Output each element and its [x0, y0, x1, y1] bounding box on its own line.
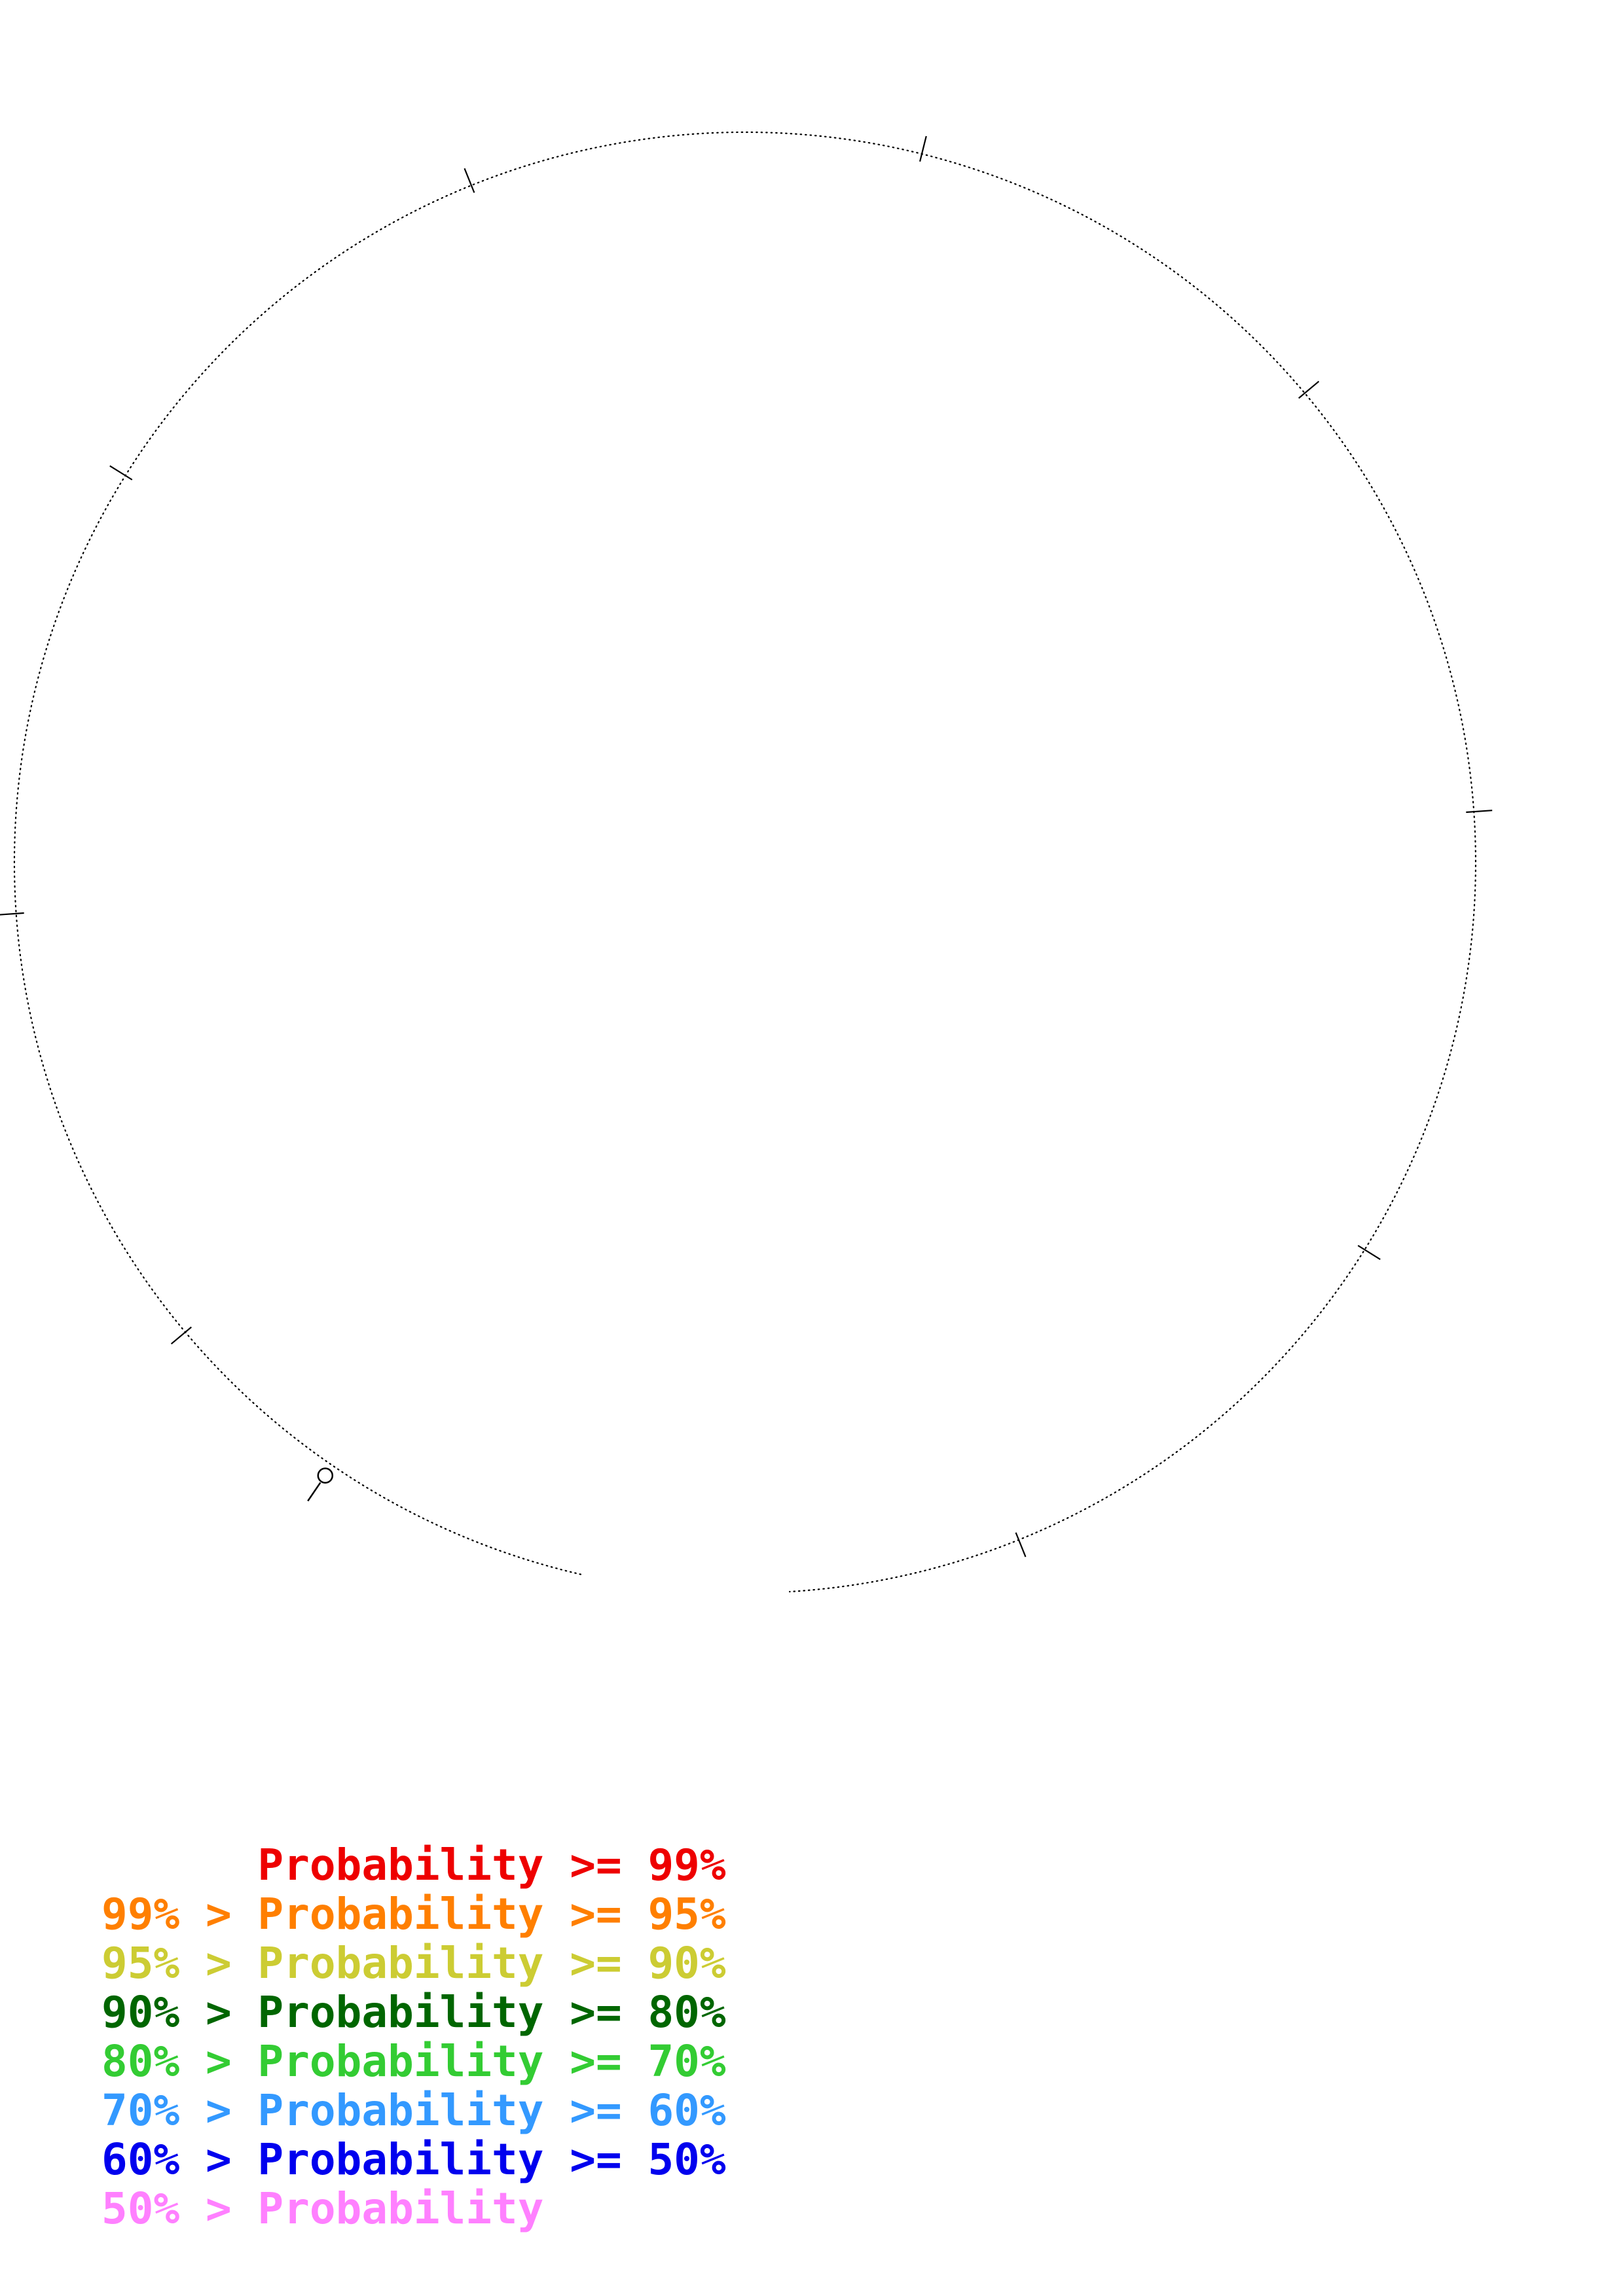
direction-marker-circle: [317, 1467, 334, 1484]
tick-mark: [1015, 1532, 1027, 1558]
tick-mark: [170, 1326, 192, 1345]
tick-mark: [1298, 380, 1320, 399]
tick-mark: [919, 135, 927, 162]
legend-item: Probability >= 99%: [101, 1840, 726, 1890]
status-line: ENERGY = 9.6 03/26/26 08:02:28: [101, 2244, 1012, 2296]
energy-datetime-text: ENERGY = 9.6 03/26/26 08:02:28: [206, 2294, 1012, 2296]
legend-item: 99% > Probability >= 95%: [101, 1889, 726, 1939]
legend-item: 70% > Probability >= 60%: [101, 2085, 726, 2136]
tick-mark: [0, 912, 24, 916]
sky-circle-outline: [13, 131, 1476, 1592]
sky-map-plot: [0, 131, 1493, 1592]
legend-item: 95% > Probability >= 90%: [101, 1938, 726, 1988]
direction-marker-tail: [307, 1482, 321, 1502]
probability-legend: Probability >= 99% 99% > Probability >= 9…: [101, 1840, 726, 2233]
legend-item: 90% > Probability >= 80%: [101, 1987, 726, 2037]
legend-item: 80% > Probability >= 70%: [101, 2036, 726, 2087]
tick-mark: [464, 168, 475, 193]
tick-mark: [1357, 1245, 1381, 1261]
tick-mark: [109, 465, 133, 480]
legend-item: 50% > Probability: [101, 2183, 544, 2234]
legend-item: 60% > Probability >= 50%: [101, 2134, 726, 2185]
tick-mark: [1466, 810, 1493, 814]
